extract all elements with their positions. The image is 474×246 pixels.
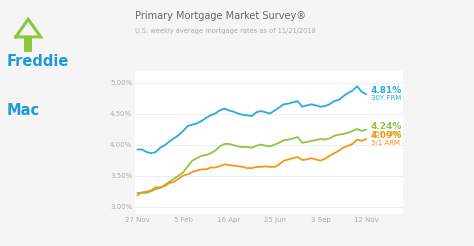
Text: 5/1 ARM: 5/1 ARM [371,140,400,146]
FancyBboxPatch shape [24,37,32,52]
Text: 4.24%: 4.24% [371,122,402,131]
Text: 4.09%: 4.09% [371,131,402,140]
Text: 4.81%: 4.81% [371,86,402,95]
Text: Primary Mortgage Market Survey®: Primary Mortgage Market Survey® [135,11,306,21]
Text: 30Y FRM: 30Y FRM [371,95,401,101]
Text: 15Y FRM: 15Y FRM [371,131,401,137]
Text: Freddie: Freddie [7,54,70,69]
Text: U.S. weekly average mortgage rates as of 11/21/2018: U.S. weekly average mortgage rates as of… [135,28,316,34]
Text: Mac: Mac [7,103,40,118]
